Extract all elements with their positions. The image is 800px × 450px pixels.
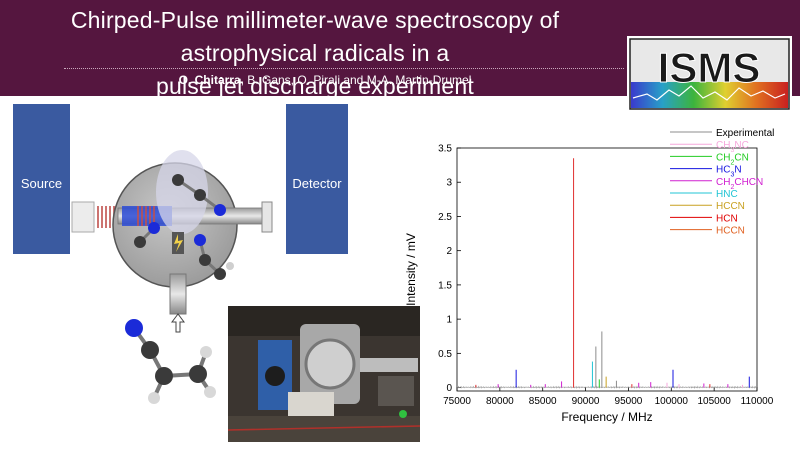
chamber-diagram (71, 150, 273, 315)
inlet-tube (169, 273, 187, 315)
detector-box: Detector (286, 104, 348, 254)
y-tick-label: 3.5 (438, 144, 452, 155)
detector-window (261, 201, 273, 233)
x-tick-label: 90000 (572, 396, 600, 407)
legend-label: HCCN (716, 201, 745, 212)
legend-label: Experimental (716, 128, 774, 139)
gas-plume (156, 150, 208, 234)
acrylonitrile-molecule-icon (125, 313, 216, 404)
y-tick-label: 2.5 (438, 212, 452, 223)
legend-label: HC3N (716, 165, 742, 179)
experimental-trace (456, 385, 757, 390)
legend-label: CH2CN (716, 152, 749, 166)
discharge-spark-icon (174, 234, 183, 252)
title-divider (64, 68, 624, 69)
authors: O. Chitarra, B. Gans, O. Pirali and M-A.… (0, 70, 650, 90)
plot-frame (456, 147, 758, 392)
lab-photo (228, 306, 420, 442)
legend-label: CH2CHCN (716, 177, 763, 191)
source-label: Source (20, 176, 63, 191)
y-tick-label: 3 (446, 178, 452, 189)
y-tick-label: 0 (446, 383, 452, 394)
x-axis-label: Frequency / MHz (561, 410, 652, 424)
molecule-icon (134, 174, 234, 280)
y-axis-label: Intensity / mV (404, 233, 418, 306)
detector-label: Detector (292, 176, 342, 191)
title-line-2: pulse jet discharge experiment (156, 73, 474, 99)
logo-text: ISMS (658, 44, 761, 91)
y-tick-label: 1 (446, 315, 452, 326)
x-tick-label: 110000 (741, 396, 774, 407)
x-tick-label: 100000 (655, 396, 689, 407)
page-title: Chirped-Pulse millimeter-wave spectrosco… (10, 4, 620, 103)
co-authors: , B. Gans, O. Pirali and M-A. Martin-Dru… (240, 73, 472, 87)
legend-label: HCCN (716, 226, 745, 237)
title-line-1: Chirped-Pulse millimeter-wave spectrosco… (70, 7, 560, 66)
x-tick-label: 80000 (486, 396, 514, 407)
y-tick-label: 1.5 (438, 280, 452, 291)
y-tick-label: 2 (446, 246, 452, 257)
source-box: Source (13, 104, 70, 254)
isms-logo: ISMS (627, 36, 792, 112)
y-tick-label: 0.5 (438, 349, 452, 360)
x-tick-label: 75000 (443, 396, 471, 407)
legend-label: HCN (716, 213, 738, 224)
x-tick-label: 95000 (615, 396, 643, 407)
left-horn-icon (71, 201, 115, 233)
spectrum-chart: 0 0.5 1 1.5 2 2.5 3 3.5 75000 80000 85000 90000 9500… (404, 128, 774, 424)
legend-label: HNC (716, 189, 738, 200)
lead-author: O. Chitarra (178, 73, 241, 87)
x-tick-label: 105000 (697, 396, 731, 407)
x-tick-label: 85000 (529, 396, 557, 407)
legend-label: CH3NC (716, 140, 749, 154)
